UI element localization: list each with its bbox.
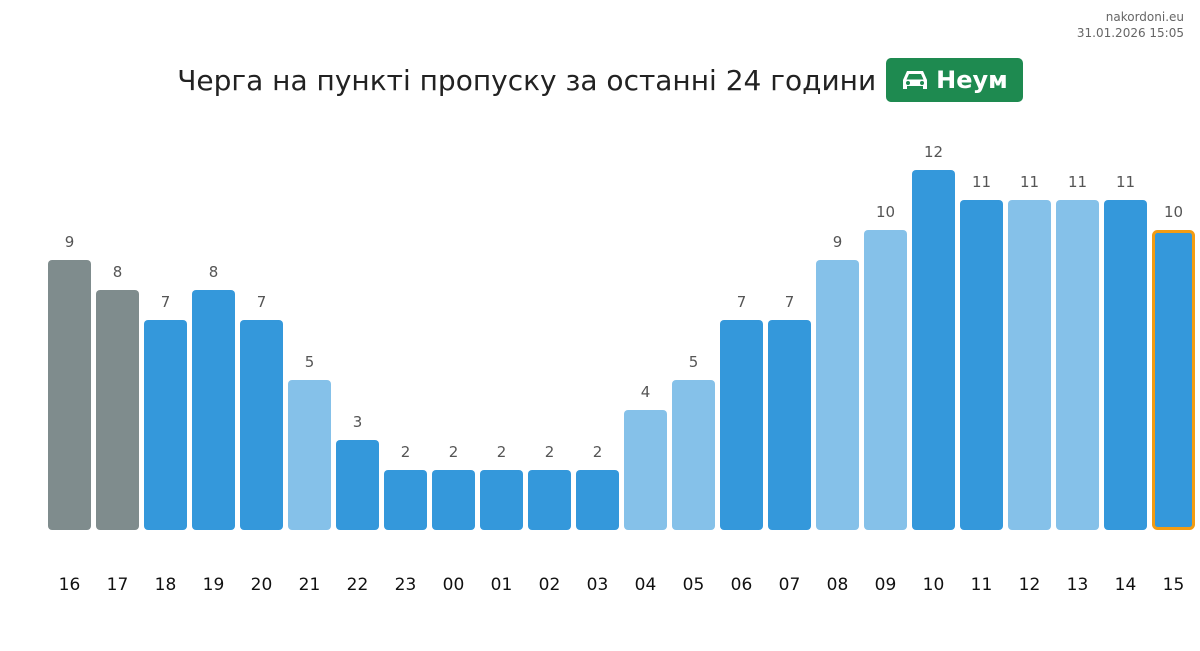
bar-value-label: 9 bbox=[65, 233, 75, 251]
checkpoint-name: Неум bbox=[936, 66, 1008, 94]
bar-13 bbox=[1056, 200, 1099, 530]
bar-21 bbox=[288, 380, 331, 530]
bar-08 bbox=[816, 260, 859, 530]
x-tick-label: 03 bbox=[587, 575, 609, 595]
x-tick-label: 11 bbox=[971, 575, 993, 595]
bar-value-label: 8 bbox=[113, 263, 123, 281]
x-tick-label: 02 bbox=[539, 575, 561, 595]
bar-value-label: 9 bbox=[833, 233, 843, 251]
bar-17 bbox=[96, 290, 139, 530]
x-tick-label: 13 bbox=[1067, 575, 1089, 595]
bar-12 bbox=[1008, 200, 1051, 530]
x-tick-label: 16 bbox=[59, 575, 81, 595]
bar-value-label: 10 bbox=[876, 203, 895, 221]
x-tick-label: 20 bbox=[251, 575, 273, 595]
x-tick-label: 07 bbox=[779, 575, 801, 595]
bar-value-label: 7 bbox=[737, 293, 747, 311]
x-tick-label: 10 bbox=[923, 575, 945, 595]
checkpoint-badge: Неум bbox=[886, 58, 1023, 102]
bar-00 bbox=[432, 470, 475, 530]
bar-07 bbox=[768, 320, 811, 530]
meta-info: nakordoni.eu 31.01.2026 15:05 bbox=[1077, 9, 1184, 41]
chart-title: Черга на пункті пропуску за останні 24 г… bbox=[177, 63, 877, 97]
x-tick-label: 09 bbox=[875, 575, 897, 595]
bar-value-label: 5 bbox=[305, 353, 315, 371]
bar-value-label: 11 bbox=[1020, 173, 1039, 191]
x-tick-label: 01 bbox=[491, 575, 513, 595]
bar-11 bbox=[960, 200, 1003, 530]
bar-value-label: 4 bbox=[641, 383, 651, 401]
bar-20 bbox=[240, 320, 283, 530]
bar-value-label: 8 bbox=[209, 263, 219, 281]
x-tick-label: 18 bbox=[155, 575, 177, 595]
bar-02 bbox=[528, 470, 571, 530]
bar-05 bbox=[672, 380, 715, 530]
bar-22 bbox=[336, 440, 379, 530]
timestamp: 31.01.2026 15:05 bbox=[1076, 26, 1184, 40]
bar-value-label: 11 bbox=[1116, 173, 1135, 191]
bar-09 bbox=[864, 230, 907, 530]
bar-value-label: 2 bbox=[401, 443, 411, 461]
bar-value-label: 11 bbox=[1068, 173, 1087, 191]
bar-value-label: 2 bbox=[497, 443, 507, 461]
x-tick-label: 23 bbox=[395, 575, 417, 595]
bar-value-label: 2 bbox=[593, 443, 603, 461]
bar-06 bbox=[720, 320, 763, 530]
bar-value-label: 5 bbox=[689, 353, 699, 371]
x-tick-label: 06 bbox=[731, 575, 753, 595]
x-tick-label: 22 bbox=[347, 575, 369, 595]
bar-value-label: 11 bbox=[972, 173, 991, 191]
x-tick-label: 21 bbox=[299, 575, 321, 595]
bar-value-label: 12 bbox=[924, 143, 943, 161]
bar-value-label: 3 bbox=[353, 413, 363, 431]
x-tick-label: 17 bbox=[107, 575, 129, 595]
bar-19 bbox=[192, 290, 235, 530]
bar-value-label: 7 bbox=[257, 293, 267, 311]
bar-01 bbox=[480, 470, 523, 530]
x-tick-label: 14 bbox=[1115, 575, 1137, 595]
site-name: nakordoni.eu bbox=[1105, 10, 1184, 24]
x-tick-label: 08 bbox=[827, 575, 849, 595]
bar-value-label: 2 bbox=[449, 443, 459, 461]
bar-value-label: 7 bbox=[161, 293, 171, 311]
bar-15 bbox=[1152, 230, 1195, 530]
bar-14 bbox=[1104, 200, 1147, 530]
x-tick-label: 04 bbox=[635, 575, 657, 595]
bar-18 bbox=[144, 320, 187, 530]
x-tick-label: 19 bbox=[203, 575, 225, 595]
car-icon bbox=[903, 71, 928, 89]
bar-04 bbox=[624, 410, 667, 530]
bar-03 bbox=[576, 470, 619, 530]
bar-16 bbox=[48, 260, 91, 530]
bar-10 bbox=[912, 170, 955, 530]
x-tick-label: 00 bbox=[443, 575, 465, 595]
x-tick-label: 12 bbox=[1019, 575, 1041, 595]
bar-value-label: 2 bbox=[545, 443, 555, 461]
x-tick-label: 15 bbox=[1163, 575, 1185, 595]
bar-23 bbox=[384, 470, 427, 530]
bar-value-label: 10 bbox=[1164, 203, 1183, 221]
x-tick-label: 05 bbox=[683, 575, 705, 595]
bar-value-label: 7 bbox=[785, 293, 795, 311]
title-row: Черга на пункті пропуску за останні 24 г… bbox=[0, 58, 1200, 102]
